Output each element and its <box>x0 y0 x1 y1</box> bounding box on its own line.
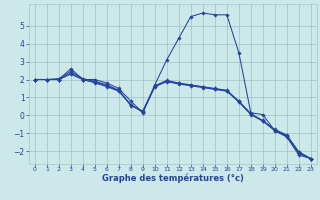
X-axis label: Graphe des températures (°c): Graphe des températures (°c) <box>102 174 244 183</box>
